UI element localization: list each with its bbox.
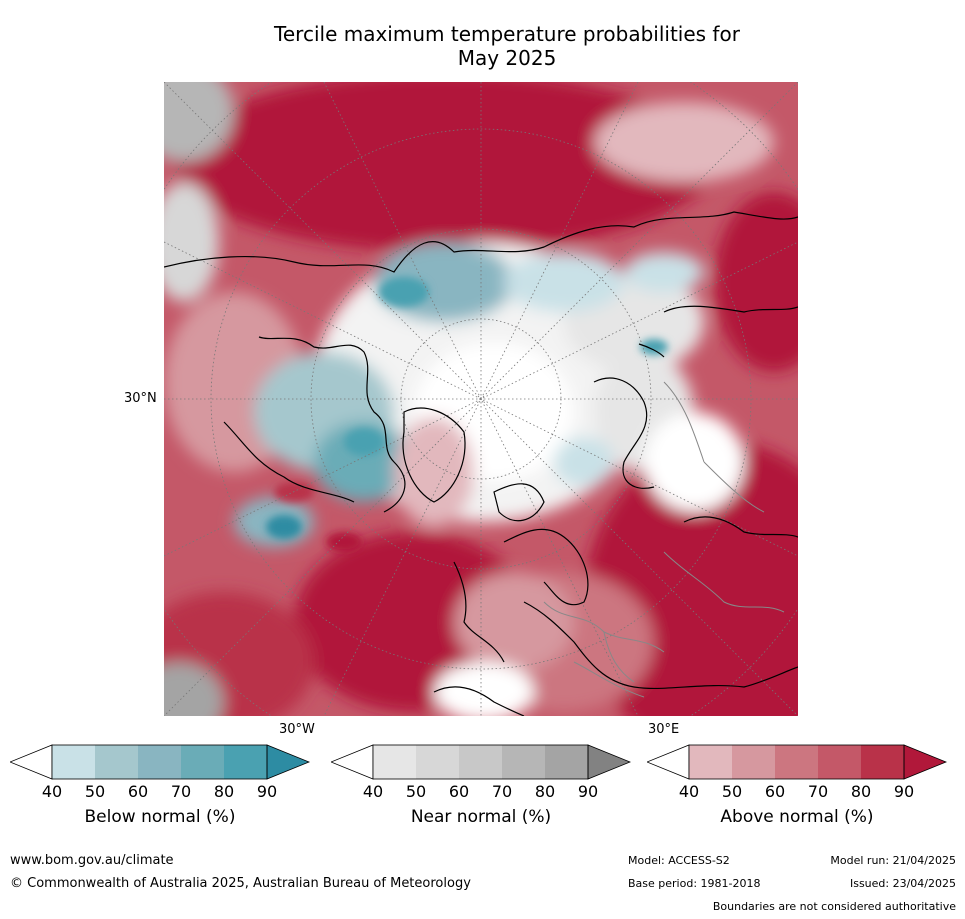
base-period-text: Base period: 1981-2018 (628, 877, 761, 890)
colorbar-near-tick-label: 90 (577, 782, 599, 801)
colorbar-near-segment (373, 745, 416, 779)
graticule (164, 82, 798, 716)
colorbar-below-svg (10, 744, 310, 780)
title-line-2: May 2025 (457, 46, 557, 70)
copyright-text: © Commonwealth of Australia 2025, Austra… (10, 876, 471, 891)
colorbar-above-label: Above normal (%) (720, 807, 874, 827)
coastlines (164, 211, 798, 716)
colorbar-below-tick-label: 90 (256, 782, 278, 801)
colorbar-near-tick-label: 50 (405, 782, 427, 801)
fine-detail (266, 277, 668, 552)
colorbar-above-normal (647, 744, 947, 780)
colorbar-near-label: Near normal (%) (410, 807, 552, 827)
colorbar-near-segment (545, 745, 588, 779)
colorbar-below-normal (10, 744, 310, 780)
colorbar-below-tick-label: 40 (41, 782, 63, 801)
colorbar-above-segment (689, 745, 732, 779)
polar-map[interactable] (164, 82, 798, 716)
colorbar-near-tick-label: 60 (448, 782, 470, 801)
colorbar-near-tick-label: 40 (362, 782, 384, 801)
colorbar-near-lower-extend (331, 744, 374, 780)
colorbar-near-svg (331, 744, 631, 780)
colorbar-above-segment (775, 745, 818, 779)
disclaimer-text: Boundaries are not considered authoritat… (712, 900, 956, 913)
colorbar-below-segment (138, 745, 181, 779)
probability-field (164, 82, 798, 716)
colorbar-near-normal (331, 744, 631, 780)
colorbar-above-tick-label: 60 (764, 782, 786, 801)
lat-label-30n: 30°N (124, 391, 157, 406)
lon-label-30w: 30°W (279, 722, 315, 737)
website-link[interactable]: www.bom.gov.au/climate (10, 853, 174, 868)
colorbar-above-tick-label: 50 (721, 782, 743, 801)
colorbar-above-lower-extend (647, 744, 690, 780)
colorbar-below-tick-label: 50 (84, 782, 106, 801)
colorbar-near-segment (502, 745, 545, 779)
colorbar-above-outline (688, 744, 905, 780)
colorbar-above-svg (647, 744, 947, 780)
title-line-1: Tercile maximum temperature probabilitie… (274, 22, 740, 46)
colorbar-below-label: Below normal (%) (84, 807, 236, 827)
colorbar-above-tick-label: 90 (893, 782, 915, 801)
colorbar-near-segment (416, 745, 459, 779)
colorbar-above-tick-label: 80 (850, 782, 872, 801)
chart-title: Tercile maximum temperature probabilitie… (160, 22, 854, 70)
colorbar-above-tick-label: 70 (807, 782, 829, 801)
colorbar-above-upper-extend (903, 744, 947, 780)
colorbar-near-outline (372, 744, 589, 780)
colorbar-below-lower-extend (10, 744, 53, 780)
colorbar-above-segment (732, 745, 775, 779)
colorbar-above-ticks: 40 50 60 70 80 90 (647, 782, 947, 802)
colorbar-above-tick-label: 40 (678, 782, 700, 801)
colorbar-near-tick-label: 70 (491, 782, 513, 801)
colorbar-above-segment (818, 745, 861, 779)
colorbar-near-upper-extend (587, 744, 631, 780)
colorbar-near-tick-label: 80 (534, 782, 556, 801)
colorbar-below-segment (52, 745, 95, 779)
colorbar-below-segment (224, 745, 267, 779)
colorbar-below-tick-label: 60 (127, 782, 149, 801)
colorbar-below-ticks: 40 50 60 70 80 90 (10, 782, 310, 802)
colorbar-above-segment (861, 745, 904, 779)
issued-text: Issued: 23/04/2025 (849, 877, 956, 890)
colorbar-below-outline (51, 744, 268, 780)
colorbar-near-ticks: 40 50 60 70 80 90 (331, 782, 631, 802)
colorbar-near-segment (459, 745, 502, 779)
lon-label-30e: 30°E (648, 722, 680, 737)
model-run-text: Model run: 21/04/2025 (830, 854, 956, 867)
model-text: Model: ACCESS-S2 (628, 854, 730, 867)
country-borders (543, 381, 785, 698)
colorbar-below-segment (181, 745, 224, 779)
colorbar-below-tick-label: 80 (213, 782, 235, 801)
map-svg (164, 82, 798, 716)
colorbar-below-upper-extend (266, 744, 310, 780)
colorbar-below-segment (95, 745, 138, 779)
colorbar-below-tick-label: 70 (170, 782, 192, 801)
